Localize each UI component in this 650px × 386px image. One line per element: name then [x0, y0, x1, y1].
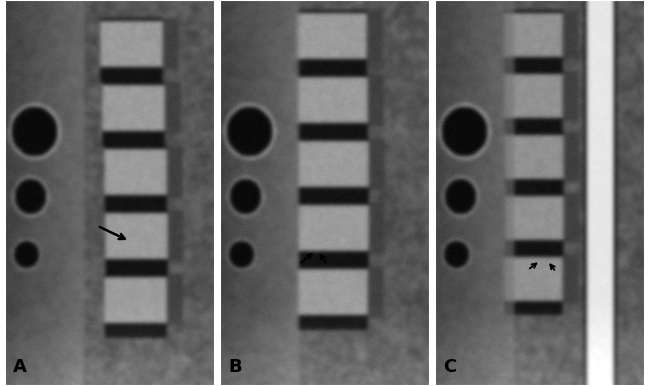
Text: A: A	[13, 358, 27, 376]
Text: C: C	[443, 358, 456, 376]
Text: B: B	[228, 358, 242, 376]
